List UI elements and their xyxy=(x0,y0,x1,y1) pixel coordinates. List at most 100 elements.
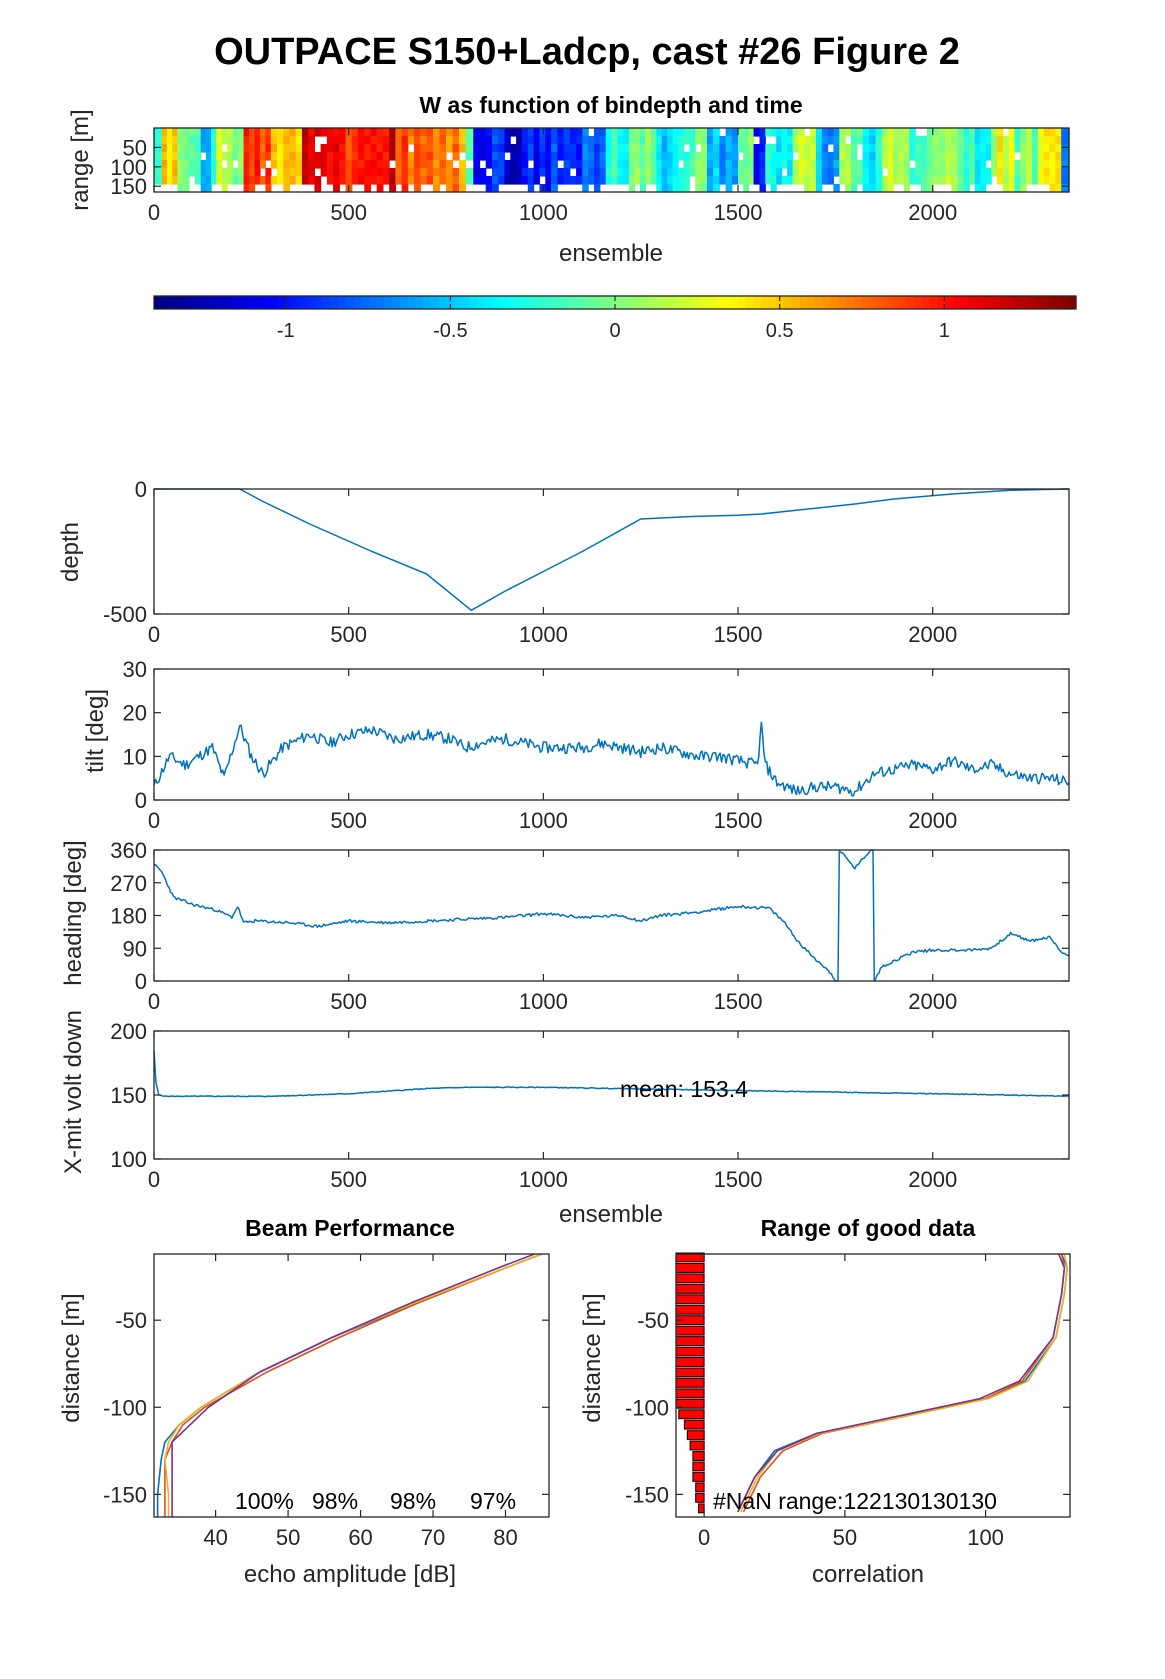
w-heatmap-cell xyxy=(283,160,291,169)
w-heatmap-cell xyxy=(479,144,487,153)
w-heatmap-cell xyxy=(510,144,517,153)
w-heatmap-cell xyxy=(167,176,173,185)
w-heatmap-cell xyxy=(1055,136,1062,145)
w-heatmap-cell xyxy=(605,168,613,177)
w-heatmap-cell xyxy=(1055,160,1062,169)
w-heatmap-cell xyxy=(211,168,217,177)
w-heatmap-cell xyxy=(426,168,434,177)
w-heatmap-cell xyxy=(167,136,173,145)
w-heatmap-cell xyxy=(985,128,992,137)
w-heatmap-cell xyxy=(238,168,245,177)
w-heatmap-cell xyxy=(921,176,928,185)
w-heatmap-cell xyxy=(974,160,981,169)
w-heatmap-cell xyxy=(227,152,234,161)
w-heatmap-cell xyxy=(243,160,250,169)
w-heatmap-cell xyxy=(656,160,663,169)
colorbar-cell xyxy=(323,296,332,309)
w-heatmap-cell xyxy=(645,176,652,185)
w-heatmap-cell xyxy=(804,136,811,145)
w-heatmap-cell xyxy=(265,136,272,145)
w-heatmap-cell xyxy=(1061,184,1070,193)
w-heatmap-cell xyxy=(510,152,517,161)
w-heatmap-cell xyxy=(804,152,811,161)
w-heatmap-cell xyxy=(759,176,766,185)
w-heatmap-cell xyxy=(810,144,817,153)
colorbar-cell xyxy=(730,296,739,309)
w-heatmap-cell xyxy=(459,136,467,145)
xmit-volt-xtick-label: 1000 xyxy=(519,1167,568,1192)
w-heatmap-cell xyxy=(1026,152,1033,161)
colorbar-cell xyxy=(930,296,939,309)
w-heatmap-cell xyxy=(238,152,245,161)
w-heatmap-cell xyxy=(183,168,190,177)
w-heatmap-cell xyxy=(776,160,783,169)
heading-xtick-label: 1000 xyxy=(519,989,568,1014)
w-heatmap-cell xyxy=(465,144,474,153)
w-heatmap-cell xyxy=(678,168,685,177)
w-heatmap-cell xyxy=(351,136,359,145)
w-heatmap-cell xyxy=(862,136,870,145)
w-heatmap-cell xyxy=(238,160,245,169)
w-heatmap-cell xyxy=(862,176,870,185)
w-heatmap-cell xyxy=(465,176,474,185)
w-heatmap-cell xyxy=(1055,152,1062,161)
w-heatmap-cell xyxy=(265,184,272,193)
w-heatmap-cell xyxy=(921,136,928,145)
w-heatmap-cell xyxy=(339,144,347,153)
w-heatmap-cell xyxy=(249,128,256,137)
w-heatmap-cell xyxy=(759,160,766,169)
tilt-ylabel: tilt [deg] xyxy=(82,689,109,773)
w-heatmap-cell xyxy=(862,160,870,169)
w-heatmap-cell xyxy=(320,168,328,177)
w-heatmap-cell xyxy=(804,184,811,193)
w-heatmap-cell xyxy=(395,168,403,177)
w-heatmap-cell xyxy=(695,184,702,193)
w-heatmap-cell xyxy=(634,128,641,137)
w-heatmap-cell xyxy=(645,152,652,161)
w-heatmap-cell xyxy=(701,168,708,177)
w-heatmap-cell xyxy=(713,128,720,137)
colorbar-cell xyxy=(883,296,893,309)
w-heatmap-cell xyxy=(903,136,910,145)
w-heatmap-cell xyxy=(308,144,315,153)
w-heatmap-cell xyxy=(770,128,777,137)
w-heatmap-cell xyxy=(485,136,493,145)
w-heatmap-cell xyxy=(521,152,529,161)
w-heatmap-cell xyxy=(326,160,334,169)
w-heatmap-cell xyxy=(770,160,777,169)
w-heatmap-cell xyxy=(792,128,799,137)
w-heatmap-cell xyxy=(227,176,234,185)
w-heatmap-cell xyxy=(167,160,173,169)
w-heatmap-cell xyxy=(194,144,202,153)
colorbar-cell xyxy=(446,296,455,309)
w-heatmap-cell xyxy=(200,176,207,185)
colorbar-cell xyxy=(699,296,708,309)
w-heatmap-cell xyxy=(527,144,535,153)
w-heatmap-cell xyxy=(243,128,250,137)
w-heatmap-cell xyxy=(869,144,877,153)
w-heatmap-cell xyxy=(629,128,636,137)
colorbar-cell xyxy=(492,296,501,309)
w-heatmap-cell xyxy=(639,184,646,193)
w-heatmap-cell xyxy=(991,128,998,137)
w-heatmap-cell xyxy=(492,136,499,145)
nan-range-bar xyxy=(692,1461,705,1472)
w-heatmap-cell xyxy=(893,128,900,137)
w-heatmap-cell xyxy=(594,168,601,177)
w-heatmap-cell xyxy=(1043,128,1051,137)
w-heatmap-cell xyxy=(588,136,595,145)
w-heatmap-cell xyxy=(1032,168,1039,177)
w-heatmap-cell xyxy=(719,176,727,185)
w-heatmap-cell xyxy=(945,176,952,185)
w-heatmap-cell xyxy=(765,176,772,185)
w-heatmap-cell xyxy=(376,144,384,153)
w-heatmap-cell xyxy=(833,152,840,161)
w-heatmap-cell xyxy=(1061,152,1070,161)
w-heatmap-cell xyxy=(167,152,173,161)
w-heatmap-cell xyxy=(569,176,577,185)
w-heatmap-cell xyxy=(194,128,202,137)
w-heatmap-cell xyxy=(821,152,829,161)
w-heatmap-cell xyxy=(339,168,347,177)
colorbar-cell xyxy=(538,296,547,309)
w-heatmap-cell xyxy=(277,136,284,145)
